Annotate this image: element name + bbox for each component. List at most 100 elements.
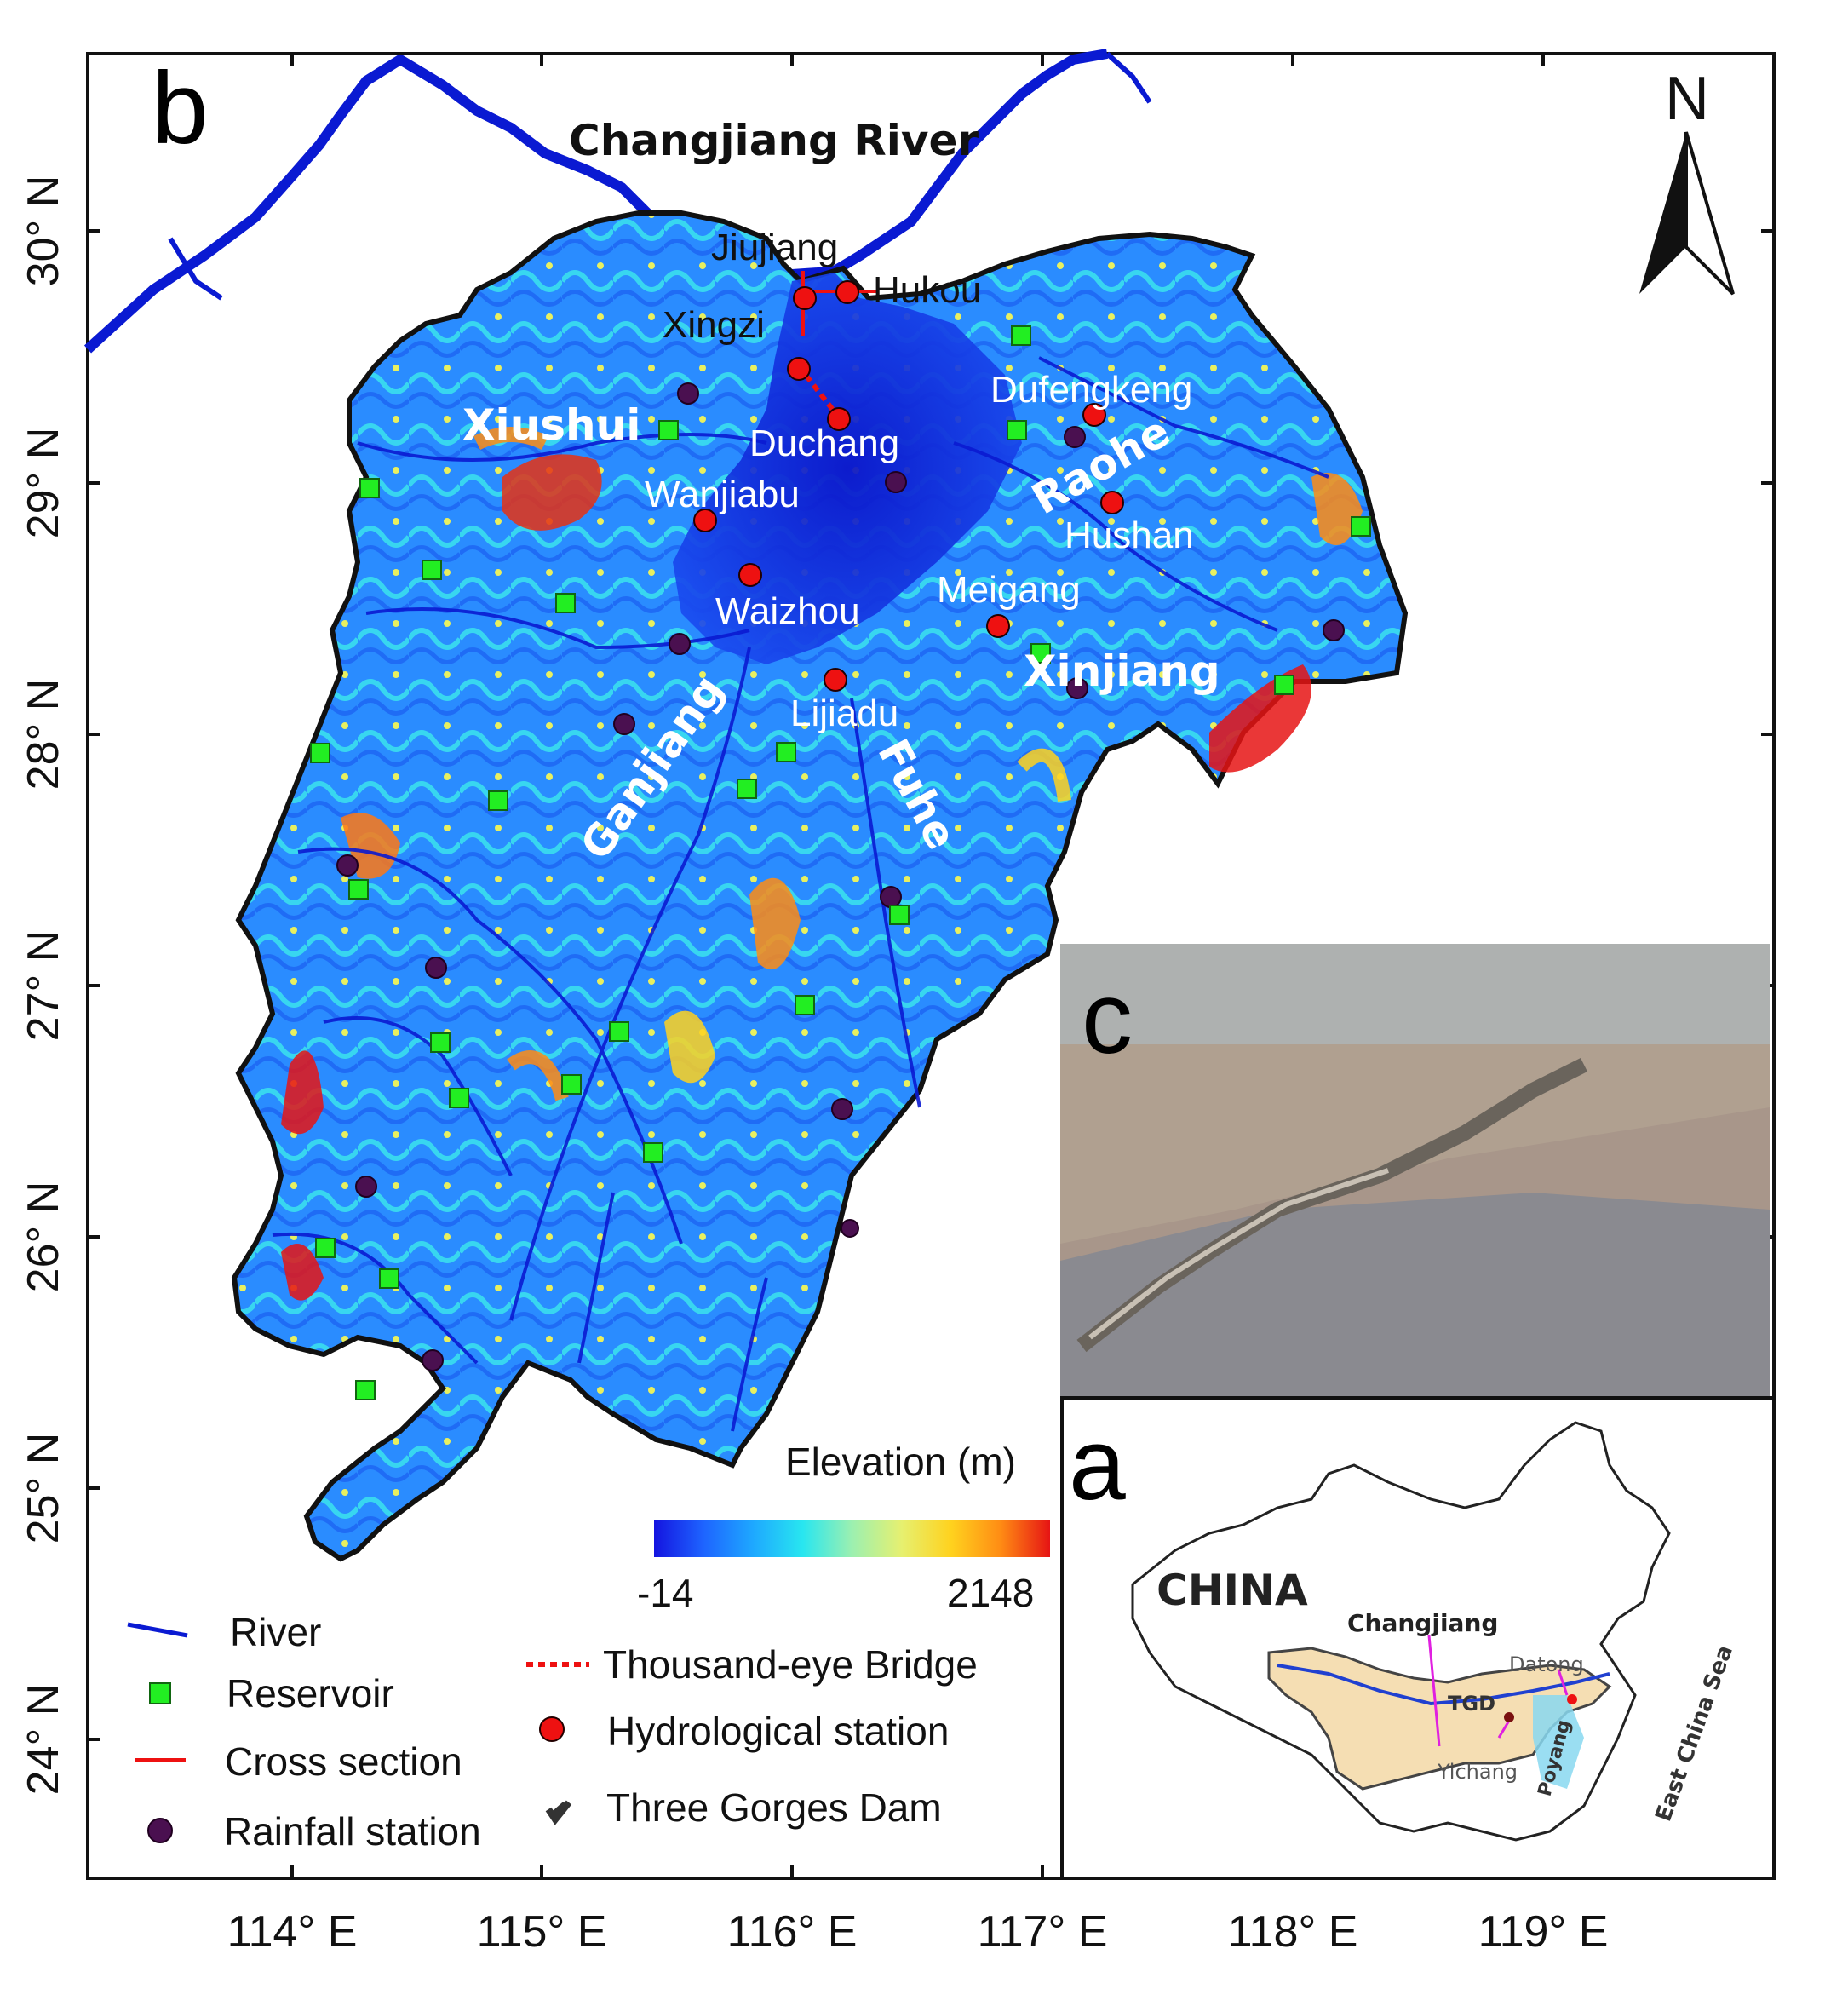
- reservoir[interactable]: [310, 743, 330, 763]
- lat-label: 29° N: [19, 428, 68, 539]
- changjiang-inset-river: [1277, 1664, 1610, 1706]
- lon-label: 114° E: [227, 1907, 358, 1957]
- reservoir[interactable]: [449, 1088, 469, 1108]
- station-lijiadu[interactable]: [824, 668, 847, 692]
- basin-xiushui: Xiushui: [462, 400, 640, 450]
- inset-tgd-point: [1504, 1712, 1514, 1722]
- lat-label: 30° N: [19, 175, 68, 287]
- inset-changjiang-label: Changjiang: [1347, 1609, 1498, 1637]
- rainfall-station[interactable]: [880, 886, 902, 908]
- rainfall-station[interactable]: [1064, 426, 1086, 448]
- reservoir[interactable]: [1274, 675, 1294, 695]
- rainfall-station[interactable]: [422, 1349, 444, 1371]
- north-arrow: N: [1639, 65, 1735, 296]
- reservoir[interactable]: [795, 995, 815, 1015]
- label-hushan: Hushan: [1065, 514, 1194, 556]
- reservoir[interactable]: [776, 742, 796, 762]
- highland-zones: [281, 427, 1363, 1301]
- legend-three-gorges-dam: Three Gorges Dam: [606, 1785, 942, 1830]
- reservoir[interactable]: [889, 905, 910, 925]
- legend-bridge: Thousand-eye Bridge: [603, 1642, 978, 1687]
- reservoir[interactable]: [555, 593, 576, 613]
- reservoir[interactable]: [488, 790, 508, 811]
- rainfall-station[interactable]: [336, 854, 359, 877]
- reservoir[interactable]: [379, 1268, 399, 1289]
- colorbar-min: -14: [637, 1571, 693, 1615]
- panel-a: a CHINA Changjiang Datong TGD Yichang Po…: [1060, 1396, 1776, 1880]
- lon-label: 119° E: [1478, 1907, 1609, 1957]
- rainfall-station[interactable]: [841, 1219, 859, 1238]
- lon-label: 116° E: [727, 1907, 858, 1957]
- rainfall-station[interactable]: [613, 713, 635, 735]
- station-waizhou[interactable]: [738, 563, 762, 587]
- legend-cross-section: Cross section: [225, 1739, 462, 1784]
- station-wanjiabu[interactable]: [693, 509, 717, 532]
- colorbar-max: 2148: [947, 1571, 1034, 1615]
- reservoir[interactable]: [643, 1142, 663, 1163]
- inset-china-label: CHINA: [1156, 1566, 1308, 1615]
- legend: River Reservoir Cross section Rainfall s…: [127, 1610, 978, 1854]
- reservoir[interactable]: [737, 779, 757, 799]
- colorbar-title: Elevation (m): [785, 1440, 1016, 1484]
- panel-b-letter: b: [152, 51, 209, 165]
- reservoir[interactable]: [355, 1380, 376, 1400]
- lon-label: 118° E: [1228, 1907, 1358, 1957]
- lon-label: 117° E: [978, 1907, 1108, 1957]
- rainfall-station[interactable]: [1323, 619, 1345, 641]
- reservoir[interactable]: [609, 1021, 629, 1042]
- label-duchang: Duchang: [749, 423, 899, 464]
- reservoir[interactable]: [561, 1074, 582, 1095]
- rainfall-station[interactable]: [677, 382, 699, 405]
- rainfall-station[interactable]: [885, 471, 907, 493]
- tributary-rivers: [272, 356, 1329, 1432]
- rainfall-station[interactable]: [669, 633, 691, 655]
- reservoir[interactable]: [1351, 516, 1371, 537]
- reservoir[interactable]: [359, 478, 380, 498]
- panel-a-letter: a: [1069, 1407, 1126, 1521]
- station-hushan[interactable]: [1100, 491, 1124, 514]
- lon-label: 115° E: [477, 1907, 607, 1957]
- rainfall-station[interactable]: [1066, 677, 1088, 699]
- legend-hydro-symbol: [539, 1716, 565, 1742]
- lake-lowland: [673, 273, 1022, 664]
- lat-label: 27° N: [19, 930, 68, 1042]
- rainfall-station[interactable]: [355, 1176, 377, 1198]
- lon-labels: 114° E 115° E 116° E 117° E 118° E 119° …: [227, 1907, 1609, 1957]
- reservoir[interactable]: [1007, 420, 1027, 440]
- label-xingzi: Xingzi: [663, 304, 765, 346]
- reservoir[interactable]: [1030, 643, 1051, 664]
- reservoir[interactable]: [422, 560, 442, 580]
- lat-label: 24° N: [19, 1684, 68, 1796]
- reservoirs: [310, 325, 1371, 1400]
- reservoir[interactable]: [658, 420, 679, 440]
- inset-tgd-label: TGD: [1448, 1692, 1495, 1716]
- station-dufengkeng[interactable]: [1082, 403, 1106, 427]
- reservoir[interactable]: [430, 1032, 451, 1053]
- reservoir[interactable]: [1011, 325, 1031, 346]
- elevation-colorbar: Elevation (m) -14 2148: [637, 1440, 1050, 1615]
- thousand-eye-bridge: [796, 365, 841, 419]
- station-jiujiang[interactable]: [793, 286, 817, 310]
- label-waizhou: Waizhou: [715, 590, 860, 632]
- reservoir[interactable]: [348, 879, 369, 900]
- label-meigang: Meigang: [937, 569, 1081, 611]
- photo-bridge-highlight: [1088, 1168, 1389, 1340]
- station-hukou[interactable]: [835, 280, 859, 304]
- station-duchang[interactable]: [827, 407, 851, 431]
- photo-mudflat: [1060, 1044, 1770, 1244]
- label-dufengkeng: Dufengkeng: [990, 369, 1192, 411]
- rainfall-station[interactable]: [425, 957, 447, 979]
- station-meigang[interactable]: [986, 614, 1010, 638]
- legend-reservoir: Reservoir: [227, 1671, 394, 1716]
- rainfall-station[interactable]: [831, 1098, 853, 1120]
- station-xingzi[interactable]: [787, 357, 811, 381]
- panel-c-letter: c: [1082, 961, 1133, 1075]
- legend-rainfall-station: Rainfall station: [224, 1809, 481, 1854]
- reservoir[interactable]: [315, 1238, 336, 1258]
- china-outline: [1131, 1421, 1671, 1842]
- legend-hydrological-station: Hydrological station: [607, 1709, 949, 1753]
- panel-c: c: [1060, 944, 1770, 1396]
- basin-xinjiang: Xinjiang: [1024, 647, 1220, 696]
- legend-river: River: [230, 1610, 321, 1654]
- changjiang-east: [1105, 51, 1152, 104]
